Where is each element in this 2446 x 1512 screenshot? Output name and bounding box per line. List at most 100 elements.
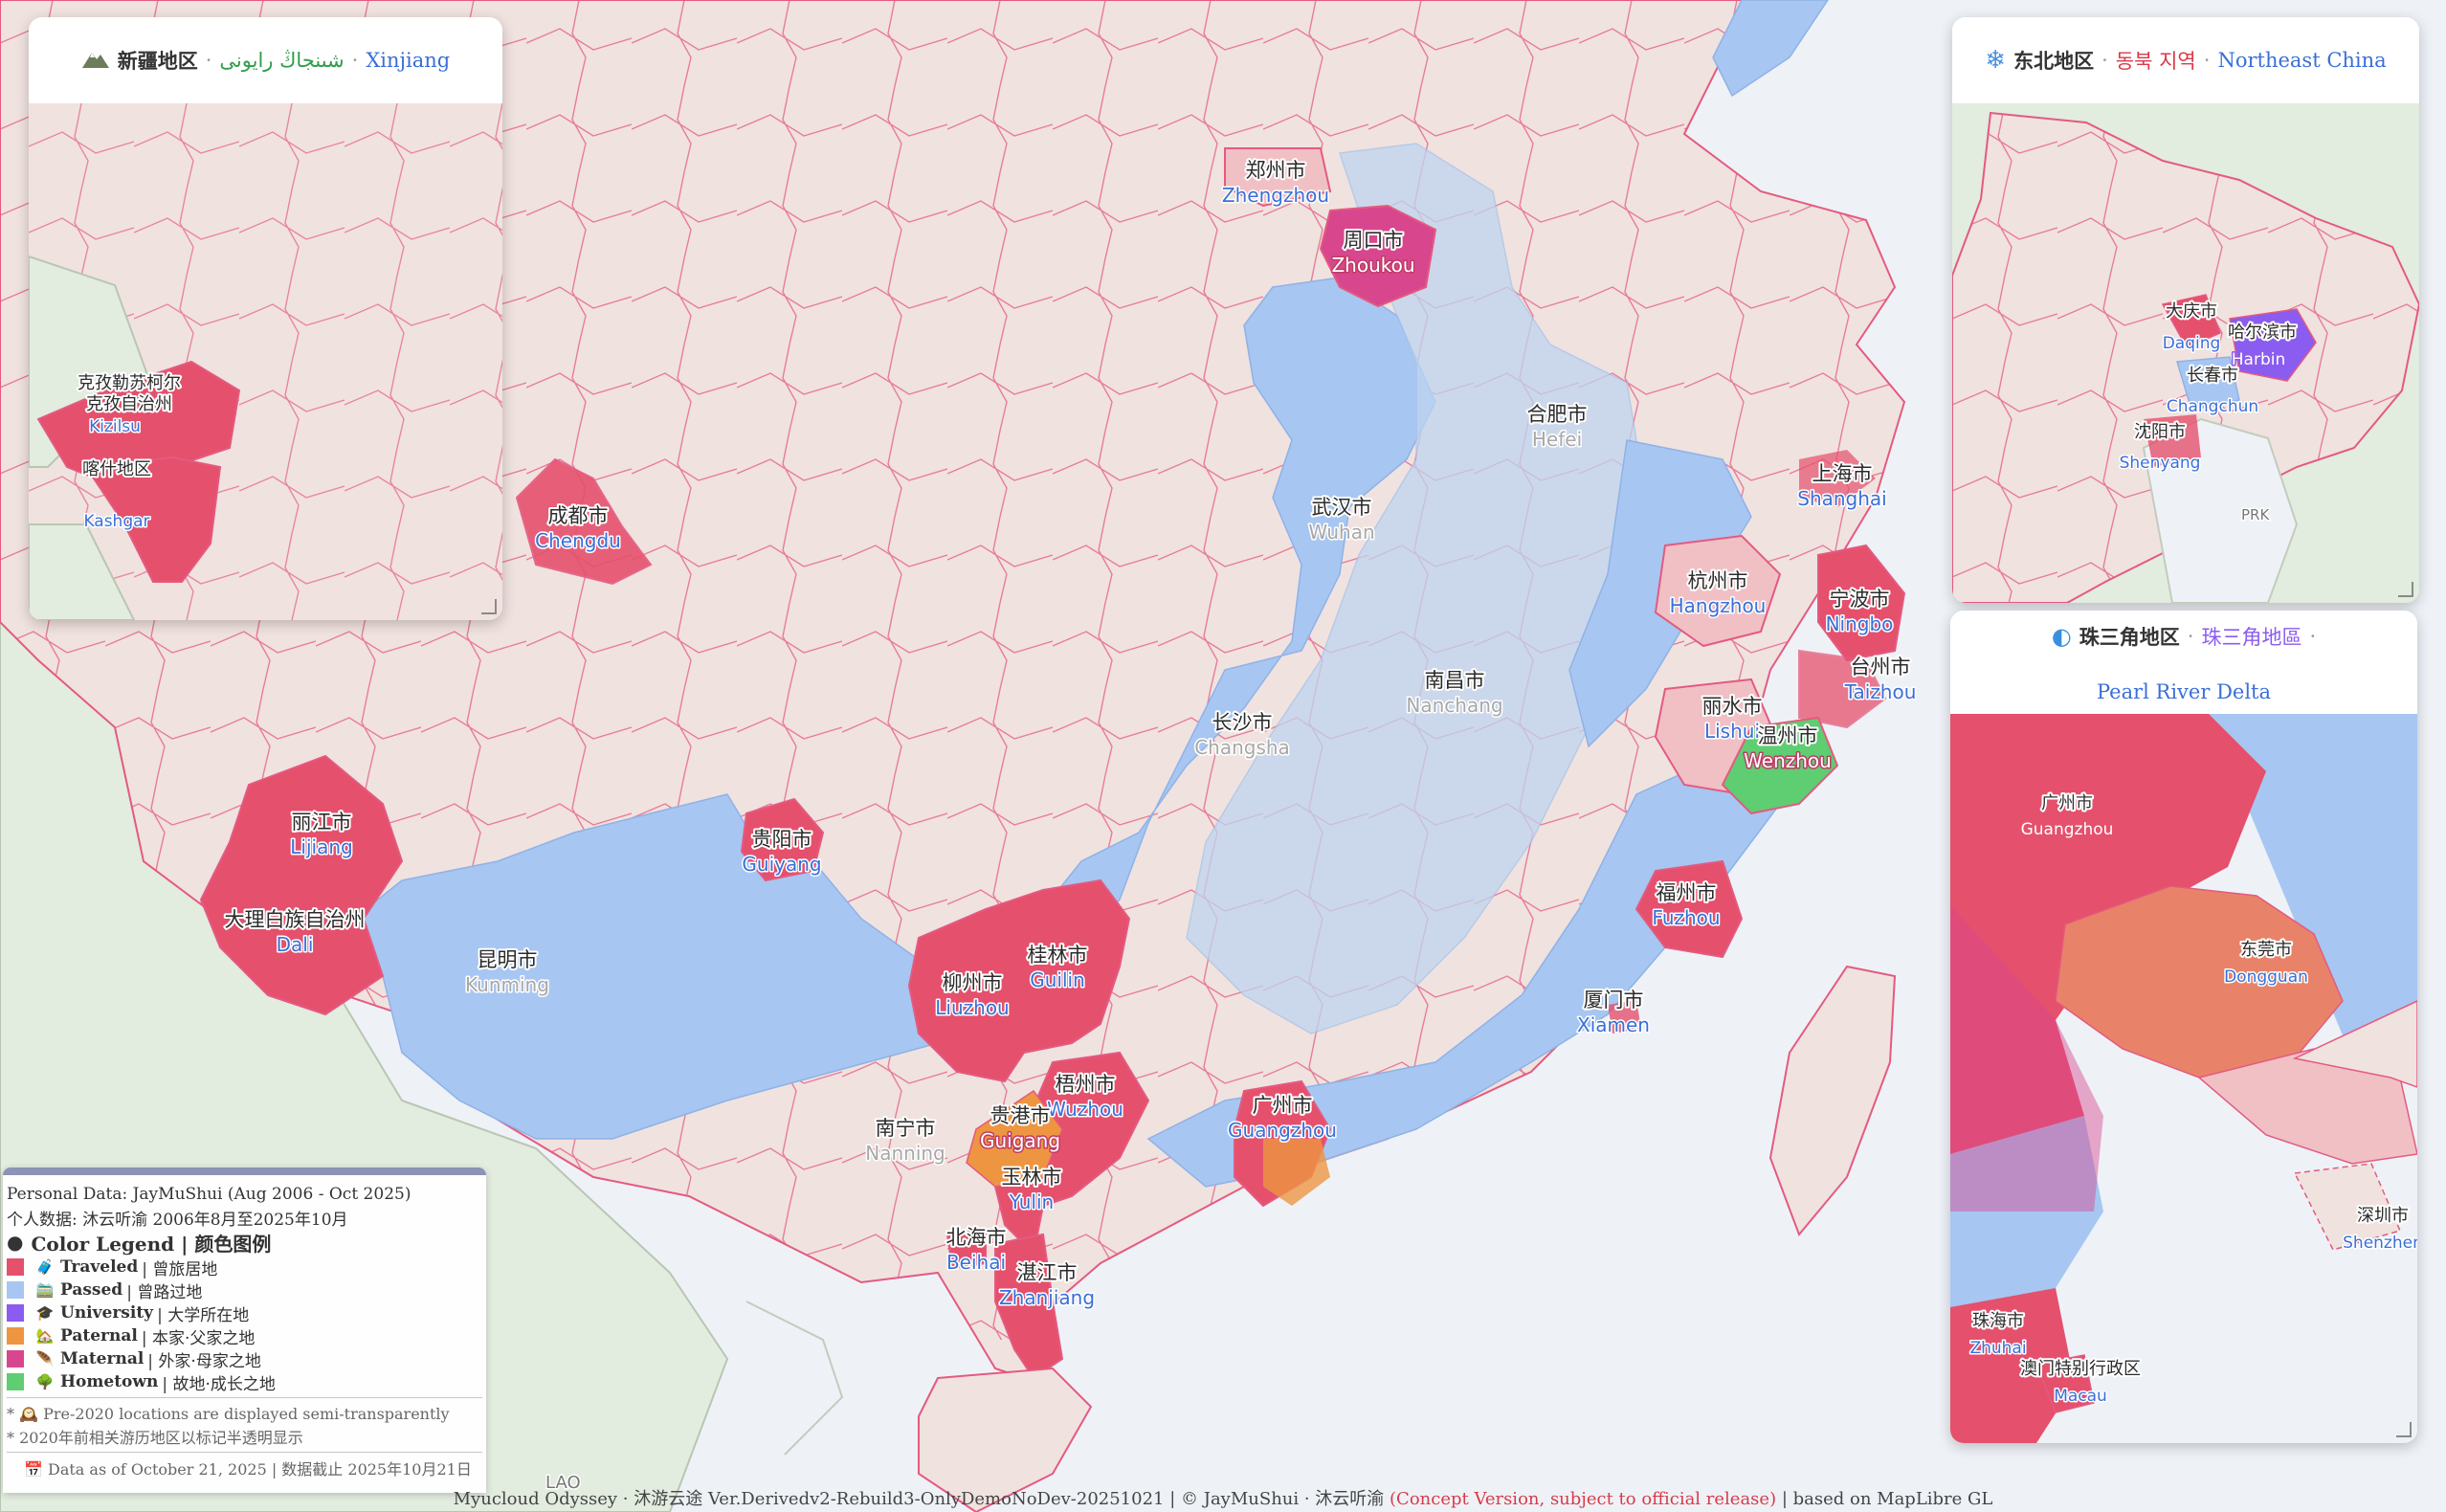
map-label-zh: 成都市 [548,504,609,527]
svg-text:喀什地区: 喀什地区 [82,459,151,479]
map-label-zh: 武汉市 [1312,496,1372,519]
mountain-icon [81,47,110,75]
map-label-zh: 南昌市 [1425,669,1485,692]
country-label-lao: LAO [545,1473,581,1493]
legend-swatch [7,1258,24,1276]
svg-text:珠海市: 珠海市 [1972,1311,2024,1331]
footer-main: Myucloud Odyssey · 沐游云途 Ver.Derivedv2-Re… [453,1489,1390,1509]
map-label-en: Dali [277,933,314,956]
legend-item-university: 🎓 University | 大学所在地 [7,1301,482,1325]
region-zhuhai [1950,1288,2075,1443]
wave-icon: ◐ [2051,622,2072,650]
map-label-en: Changsha [1194,736,1290,759]
legend-swatch [7,1304,24,1322]
svg-text:沈阳市: 沈阳市 [2134,422,2186,442]
region-guiyang [740,797,825,882]
legend-name: Passed [60,1280,123,1300]
map-label-zh: 大理白族自治州 [225,908,366,931]
inset-pearl-river-delta[interactable]: ◐ 珠三角地区 · 珠三角地區 · Pearl River Delta 广州市 … [1950,611,2417,1443]
map-label-zh: 丽水市 [1702,695,1763,718]
map-label-zh: 宁波市 [1830,588,1890,611]
legend-header: ● Color Legend | 颜色图例 [7,1231,272,1256]
region-coast-north [1712,0,1829,98]
legend-icon: 🪶 [35,1350,55,1367]
map-label-zh: 玉林市 [1002,1166,1062,1189]
inset-northeast-en: Northeast China [2217,49,2387,72]
map-label-zh: 杭州市 [1688,569,1748,592]
map-label-en: Nanchang [1406,694,1502,717]
svg-text:Kizilsu: Kizilsu [89,417,141,436]
map-label-en: Wenzhou [1744,749,1832,772]
map-label-en: Zhoukou [1331,254,1414,277]
map-label-en: Hangzhou [1670,594,1767,617]
legend-note-zh: * 2020年前相关游历地区以标记半透明显示 [7,1429,303,1447]
legend-name-zh: | 外家·母家之地 [147,1351,261,1371]
region-hangzhou [1654,534,1782,648]
legend-name: University [60,1303,154,1323]
map-label-en: Guilin [1030,968,1085,991]
map-label-en: Lishui [1704,720,1760,743]
region-lijiang-dali [199,754,404,1016]
svg-text:Kashgar: Kashgar [83,512,149,531]
map-label-zh: 厦门市 [1584,989,1644,1012]
legend-swatch [7,1281,24,1299]
island-hainan [918,1367,1093,1512]
map-label-en: Guangzhou [1228,1119,1337,1142]
map-label-en: Lijiang [290,835,352,858]
inset-northeast[interactable]: ❄ 东北地区 · 동북 지역 · Northeast China 大庆市 Daq… [1952,17,2419,603]
region-guigang [966,1089,1063,1188]
svg-text:Harbin: Harbin [2232,350,2285,369]
svg-text:Changchun: Changchun [2167,397,2258,416]
legend-icon: 🧳 [35,1258,55,1276]
map-label-en: Guigang [980,1129,1060,1152]
inset-prd-map: 广州市 Guangzhou 东莞市 Dongguan 深圳市 Shenzhen … [1950,714,2417,1443]
region-ningbo [1817,544,1906,662]
footer-warning: (Concept Version, subject to official re… [1390,1489,1777,1509]
legend-name: Traveled [60,1257,139,1277]
legend-name: Paternal [60,1326,138,1345]
map-label-en: Zhanjiang [999,1286,1095,1309]
svg-text:KOR: KOR [2235,602,2264,603]
region-zhoukou [1319,204,1437,308]
region-passed-faded [1186,143,1647,1034]
inset-resize-handle[interactable] [481,599,497,614]
map-label-zh: 湛江市 [1017,1261,1078,1284]
map-label-zh: 贵港市 [990,1104,1051,1127]
region-shanghai [1799,450,1876,507]
legend-item-traveled: 🧳 Traveled | 曾旅居地 [7,1256,482,1279]
svg-text:长春市: 长春市 [2187,366,2238,386]
svg-text:克孜勒苏柯尔: 克孜勒苏柯尔 [78,373,181,393]
legend-swatch [7,1350,24,1367]
map-label-zh: 合肥市 [1527,403,1588,426]
legend-item-maternal: 🪶 Maternal | 外家·母家之地 [7,1347,482,1371]
map-label-zh: 昆明市 [478,948,538,971]
inset-resize-handle[interactable] [2398,582,2413,597]
legend-name: Hometown [60,1372,159,1391]
legend-icon: 🏡 [35,1327,55,1345]
region-guangzhou-orange [1263,1139,1330,1206]
legend-personal-zh: 个人数据: 沐云听渝 2006年8月至2025年10月 [7,1210,348,1230]
footer-attribution: Myucloud Odyssey · 沐游云途 Ver.Derivedv2-Re… [0,1485,2446,1510]
map-label-en: Chengdu [535,529,621,552]
map-label-zh: 台州市 [1851,656,1911,678]
map-label-zh: 上海市 [1812,462,1873,485]
map-label-en: Shanghai [1797,487,1887,510]
svg-text:深圳市: 深圳市 [2357,1206,2409,1226]
svg-text:Zhuhai: Zhuhai [1969,1339,2026,1358]
region-harbin [2229,308,2317,382]
inset-prd-title: ◐ 珠三角地区 · 珠三角地區 · Pearl River Delta [1950,611,2417,714]
legend-name-zh: | 曾路过地 [126,1282,203,1302]
legend-name-zh: | 大学所在地 [157,1305,250,1325]
inset-resize-handle[interactable] [2396,1422,2412,1437]
map-label-en: Wuzhou [1047,1098,1123,1121]
legend-note-en: * 🕰️ Pre-2020 locations are displayed se… [7,1404,450,1423]
region-macau [2035,1354,2095,1413]
island-taiwan [1768,965,1897,1236]
region-daqing [2161,294,2221,348]
legend-swatch [7,1327,24,1345]
svg-text:东莞市: 东莞市 [2240,940,2292,960]
inset-xinjiang-map: 克孜勒苏柯尔 克孜自治州 Kizilsu 喀什地区 Kashgar [29,103,502,620]
region-guilin-liuzhou [907,878,1131,1083]
legend-name-zh: | 本家·父家之地 [141,1328,256,1348]
inset-xinjiang[interactable]: 新疆地区 · شىنجاڭ رايونى · Xinjiang 克孜勒苏柯尔 克… [29,17,502,620]
